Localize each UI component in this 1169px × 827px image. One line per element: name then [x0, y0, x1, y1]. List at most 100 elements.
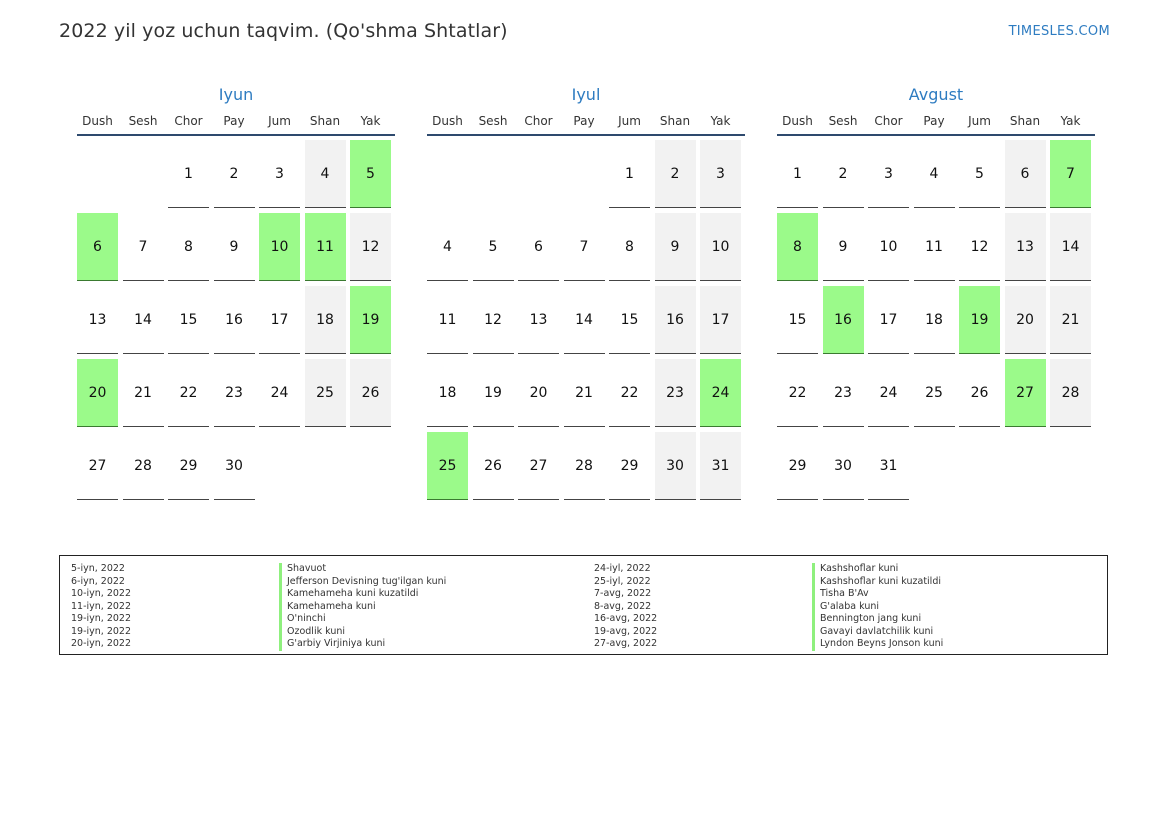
day-cell[interactable]: 21: [122, 359, 164, 427]
day-cell[interactable]: 17: [700, 286, 741, 354]
day-cell[interactable]: 9: [213, 213, 255, 281]
day-cell-holiday[interactable]: 10: [259, 213, 300, 281]
day-cell-holiday[interactable]: 7: [1050, 140, 1091, 208]
day-cell[interactable]: 23: [654, 359, 696, 427]
day-cell[interactable]: 29: [777, 432, 818, 500]
day-cell[interactable]: 3: [868, 140, 909, 208]
day-cell[interactable]: 15: [168, 286, 209, 354]
day-cell[interactable]: 7: [563, 213, 605, 281]
day-cell[interactable]: 25: [913, 359, 955, 427]
day-cell-holiday[interactable]: 24: [700, 359, 741, 427]
day-cell-holiday[interactable]: 5: [350, 140, 391, 208]
day-cell[interactable]: 10: [700, 213, 741, 281]
day-cell[interactable]: 27: [518, 432, 559, 500]
day-cell[interactable]: 3: [259, 140, 300, 208]
day-cell[interactable]: 12: [350, 213, 391, 281]
day-cell[interactable]: 21: [563, 359, 605, 427]
day-cell[interactable]: 21: [1050, 286, 1091, 354]
day-cell[interactable]: 19: [472, 359, 514, 427]
day-cell[interactable]: 17: [259, 286, 300, 354]
day-cell[interactable]: 18: [913, 286, 955, 354]
day-cell[interactable]: 24: [259, 359, 300, 427]
legend-date: 11-iyn, 2022: [71, 600, 132, 612]
day-cell[interactable]: 31: [868, 432, 909, 500]
day-cell[interactable]: 20: [1004, 286, 1046, 354]
day-cell[interactable]: 4: [427, 213, 468, 281]
day-cell[interactable]: 2: [213, 140, 255, 208]
day-cell-holiday[interactable]: 11: [304, 213, 346, 281]
day-cell[interactable]: 30: [654, 432, 696, 500]
day-cell[interactable]: 13: [518, 286, 559, 354]
day-cell[interactable]: 30: [822, 432, 864, 500]
day-cell[interactable]: 8: [609, 213, 650, 281]
day-cell[interactable]: 16: [213, 286, 255, 354]
day-cell[interactable]: 7: [122, 213, 164, 281]
day-cell[interactable]: 13: [1004, 213, 1046, 281]
day-cell[interactable]: 2: [822, 140, 864, 208]
day-cell[interactable]: 9: [822, 213, 864, 281]
legend-date: 19-iyn, 2022: [71, 625, 132, 637]
day-cell[interactable]: 4: [913, 140, 955, 208]
day-cell[interactable]: 26: [350, 359, 391, 427]
legend-date: 5-iyn, 2022: [71, 563, 125, 574]
day-cell[interactable]: 29: [609, 432, 650, 500]
day-cell[interactable]: 22: [168, 359, 209, 427]
day-cell[interactable]: 15: [777, 286, 818, 354]
day-cell[interactable]: 22: [777, 359, 818, 427]
weekday-label: Yak: [360, 114, 381, 128]
day-cell[interactable]: 6: [518, 213, 559, 281]
day-cell[interactable]: 26: [472, 432, 514, 500]
day-cell[interactable]: 17: [868, 286, 909, 354]
day-cell-holiday[interactable]: 25: [427, 432, 468, 500]
day-cell-holiday[interactable]: 6: [77, 213, 118, 281]
day-cell-holiday[interactable]: 8: [777, 213, 818, 281]
day-cell-holiday[interactable]: 20: [77, 359, 118, 427]
day-cell[interactable]: 14: [563, 286, 605, 354]
day-cell[interactable]: 28: [122, 432, 164, 500]
day-cell[interactable]: 4: [304, 140, 346, 208]
day-grid: 1 2 3 4 5 6 7 8 9 10 11 12 13 14 15 16 17 18 19 20 21 22 23 24 2…: [427, 140, 745, 500]
day-cell[interactable]: 24: [868, 359, 909, 427]
day-cell[interactable]: 8: [168, 213, 209, 281]
day-cell[interactable]: 14: [1050, 213, 1091, 281]
day-cell[interactable]: 20: [518, 359, 559, 427]
day-cell[interactable]: 2: [654, 140, 696, 208]
day-cell[interactable]: 23: [213, 359, 255, 427]
day-cell[interactable]: 11: [427, 286, 468, 354]
day-cell[interactable]: 10: [868, 213, 909, 281]
day-cell[interactable]: 3: [700, 140, 741, 208]
day-cell[interactable]: 9: [654, 213, 696, 281]
weekday-header: Dush Sesh Chor Pay Jum Shan Yak: [77, 114, 395, 136]
weekday-label: Shan: [659, 114, 691, 128]
day-cell[interactable]: 1: [168, 140, 209, 208]
day-cell-holiday[interactable]: 16: [822, 286, 864, 354]
day-cell[interactable]: 5: [959, 140, 1000, 208]
day-cell[interactable]: 6: [1004, 140, 1046, 208]
day-cell[interactable]: 28: [563, 432, 605, 500]
day-cell[interactable]: 12: [472, 286, 514, 354]
day-cell[interactable]: 5: [472, 213, 514, 281]
day-cell[interactable]: 23: [822, 359, 864, 427]
brand-link[interactable]: TIMESLES.COM: [1008, 24, 1110, 39]
day-cell[interactable]: 25: [304, 359, 346, 427]
day-cell[interactable]: 1: [609, 140, 650, 208]
day-cell[interactable]: 15: [609, 286, 650, 354]
day-cell[interactable]: 16: [654, 286, 696, 354]
day-cell[interactable]: 1: [777, 140, 818, 208]
day-cell[interactable]: 28: [1050, 359, 1091, 427]
day-cell[interactable]: 30: [213, 432, 255, 500]
day-cell[interactable]: 18: [304, 286, 346, 354]
day-cell[interactable]: 26: [959, 359, 1000, 427]
day-cell[interactable]: 22: [609, 359, 650, 427]
day-cell[interactable]: 29: [168, 432, 209, 500]
day-cell[interactable]: 14: [122, 286, 164, 354]
day-cell-holiday[interactable]: 19: [959, 286, 1000, 354]
day-cell[interactable]: 13: [77, 286, 118, 354]
day-cell-holiday[interactable]: 27: [1004, 359, 1046, 427]
day-cell-holiday[interactable]: 19: [350, 286, 391, 354]
day-cell[interactable]: 27: [77, 432, 118, 500]
day-cell[interactable]: 12: [959, 213, 1000, 281]
day-cell[interactable]: 18: [427, 359, 468, 427]
day-cell[interactable]: 31: [700, 432, 741, 500]
day-cell[interactable]: 11: [913, 213, 955, 281]
